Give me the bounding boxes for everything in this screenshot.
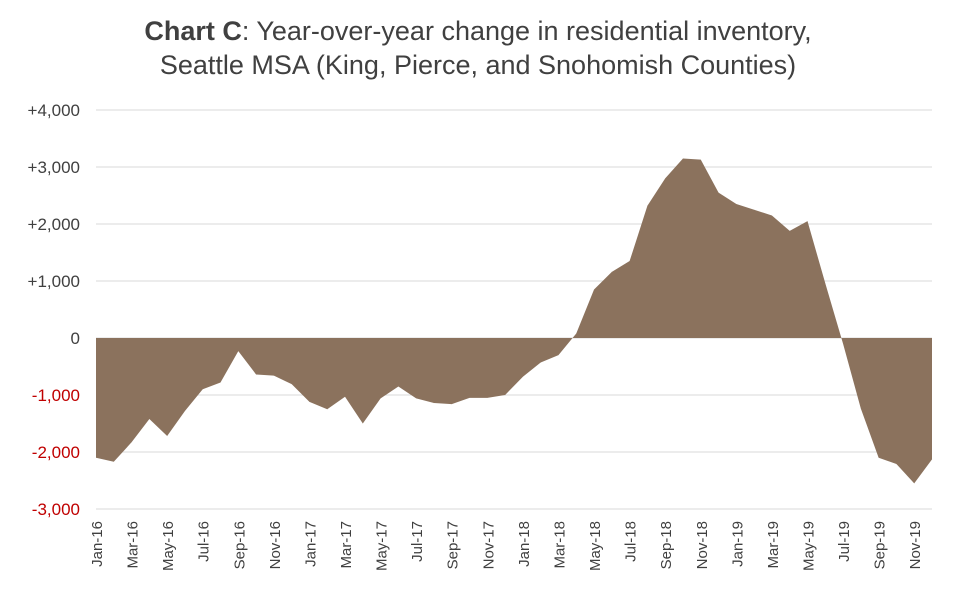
y-tick-label: +1,000 (28, 272, 80, 291)
x-tick-label: Mar-17 (338, 521, 355, 569)
x-tick-label: Nov-18 (694, 521, 711, 569)
y-tick-label: +3,000 (28, 158, 80, 177)
x-tick-label: Sep-16 (231, 521, 248, 569)
x-tick-label: Sep-19 (872, 521, 889, 569)
x-tick-label: May-19 (800, 521, 817, 571)
y-tick-label: -3,000 (32, 500, 80, 519)
x-tick-label: May-17 (374, 521, 391, 571)
x-tick-label: May-16 (160, 521, 177, 571)
data-area (95, 158, 933, 484)
x-tick-label: Jul-18 (623, 521, 640, 562)
x-tick-label: Nov-16 (267, 521, 284, 569)
chart-title: Chart C: Year-over-year change in reside… (0, 14, 956, 82)
area-series (96, 158, 932, 484)
y-tick-label: +2,000 (28, 215, 80, 234)
x-tick-label: Mar-19 (765, 521, 782, 569)
y-tick-label: 0 (71, 329, 80, 348)
chart-subtitle: Seattle MSA (King, Pierce, and Snohomish… (159, 50, 797, 80)
x-tick-label: Jan-19 (729, 521, 746, 567)
x-tick-label: Jul-19 (836, 521, 853, 562)
y-tick-label: -2,000 (32, 443, 80, 462)
x-tick-label: Sep-18 (658, 521, 675, 569)
x-tick-label: Jul-16 (196, 521, 213, 562)
x-axis-ticks: Jan-16 Mar-16 May-16 Jul-16 Sep-16 Nov-16 Jan-… (89, 521, 924, 571)
y-tick-label: -1,000 (32, 386, 80, 405)
chart-title-rest: : Year-over-year change in residential i… (241, 16, 812, 46)
x-tick-label: Jan-17 (302, 521, 319, 567)
x-tick-label: Jan-16 (89, 521, 106, 567)
y-axis-ticks: +4,000 +3,000 +2,000 +1,000 0 -1,000 -2,000 -3,… (28, 101, 80, 519)
x-tick-label: Sep-17 (445, 521, 462, 569)
x-tick-label: Mar-16 (125, 521, 142, 569)
x-tick-label: Nov-17 (480, 521, 497, 569)
x-tick-label: Jan-18 (516, 521, 533, 567)
y-tick-label: +4,000 (28, 101, 80, 120)
x-tick-label: Mar-18 (551, 521, 568, 569)
x-tick-label: Nov-19 (907, 521, 924, 569)
chart-title-bold: Chart C (144, 16, 242, 46)
x-tick-label: May-18 (587, 521, 604, 571)
x-tick-label: Jul-17 (409, 521, 426, 562)
